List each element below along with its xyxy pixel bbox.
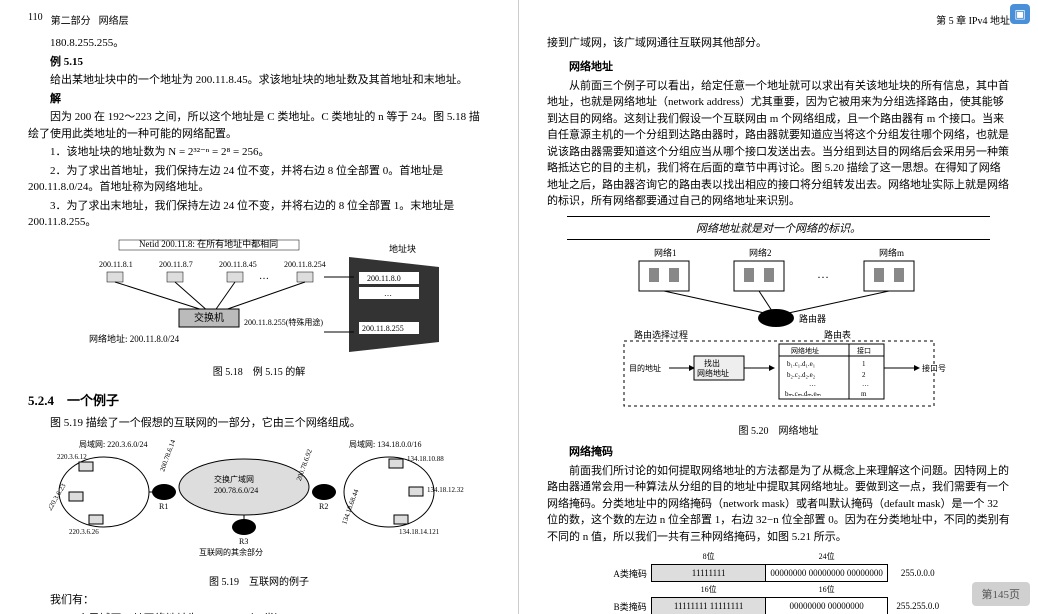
para: 2．为了求出首地址，我们保持左边 24 位不变，并将右边 8 位全部置 0。首地… xyxy=(28,163,490,196)
mask-b-label: B类掩码 xyxy=(609,598,651,614)
svg-text:bₘ.cₘ.dₘ.eₘ: bₘ.cₘ.dₘ.eₘ xyxy=(785,390,821,398)
svg-text:200.11.8.1: 200.11.8.1 xyxy=(99,260,133,269)
figure-519-caption: 图 5.19 互联网的例子 xyxy=(28,573,490,588)
svg-text:互联网的其余部分: 互联网的其余部分 xyxy=(199,547,263,557)
svg-text:接口号: 接口号 xyxy=(922,363,946,373)
left-page: 110 第二部分 网络层 180.8.255.255。 例 5.15 给出某地址… xyxy=(0,0,519,614)
figure-518: Netid 200.11.8: 在所有地址中都相同 200.11.8.1 200.… xyxy=(28,237,490,357)
figure-519: 局域网: 220.3.6.0/24 局域网: 134.18.0.0/16 220… xyxy=(28,437,490,567)
para: 图 5.19 描绘了一个假想的互联网的一部分，它由三个网络组成。 xyxy=(28,415,490,432)
svg-text:接口: 接口 xyxy=(857,346,871,355)
svg-text:b₂.c₂.d₂.e₂: b₂.c₂.d₂.e₂ xyxy=(787,371,816,379)
section-524: 5.2.4 一个例子 xyxy=(28,390,490,409)
chapter-label: 第 5 章 xyxy=(936,12,966,27)
svg-text:134.18.12.32: 134.18.12.32 xyxy=(427,486,464,494)
svg-text:200.11.8.255(特殊用途): 200.11.8.255(特殊用途) xyxy=(244,317,323,327)
svg-text:找出: 找出 xyxy=(704,358,720,368)
svg-text:目的地址: 目的地址 xyxy=(629,363,661,373)
svg-text:R2: R2 xyxy=(319,502,328,511)
text-line: 180.8.255.255。 xyxy=(50,35,490,52)
para: 1．该地址块的地址数为 N = 2³²⁻ⁿ = 2⁸ = 256。 xyxy=(28,144,490,161)
svg-text:…: … xyxy=(817,267,829,281)
part-title: 网络层 xyxy=(99,12,129,27)
svg-text:局域网: 134.18.0.0/16: 局域网: 134.18.0.0/16 xyxy=(349,439,421,449)
chapter-title: IPv4 地址 xyxy=(969,12,1010,27)
svg-text:200.11.8.0: 200.11.8.0 xyxy=(367,274,401,283)
svg-text:200.78.6.14: 200.78.6.14 xyxy=(158,438,177,472)
figure-518-caption: 图 5.18 例 5.15 的解 xyxy=(28,363,490,378)
svg-text:…: … xyxy=(862,380,869,388)
svg-text:R1: R1 xyxy=(159,502,168,511)
question-text: 给出某地址块中的一个地址为 200.11.8.45。求该地址块的地址数及其首地址… xyxy=(28,72,490,89)
svg-text:网络地址: 网络地址 xyxy=(791,346,819,355)
svg-text:1: 1 xyxy=(862,360,866,368)
mask-table: 8位24位 A类掩码1111111100000000 00000000 0000… xyxy=(609,549,947,614)
svg-text:2: 2 xyxy=(862,371,866,379)
para: 从前面三个例子可以看出，给定任意一个地址就可以求出有关该地址块的所有信息，其中首… xyxy=(547,78,1010,210)
netid-label: Netid 200.11.8: 在所有地址中都相同 xyxy=(139,238,278,249)
para: 我们有： xyxy=(28,592,490,609)
svg-text:路由选择过程: 路由选择过程 xyxy=(634,329,688,340)
highlight-box: 网络地址就是对一个网络的标识。 xyxy=(567,216,990,240)
svg-text:220.3.6.12: 220.3.6.12 xyxy=(57,453,87,461)
svg-text:220.3.6.26: 220.3.6.26 xyxy=(69,528,99,536)
svg-text:134.18.14.121: 134.18.14.121 xyxy=(399,528,440,536)
svg-text:地址块: 地址块 xyxy=(389,243,416,254)
page-number: 110 xyxy=(28,12,43,27)
svg-text:局域网: 220.3.6.0/24: 局域网: 220.3.6.0/24 xyxy=(79,439,147,449)
svg-text:…: … xyxy=(809,380,816,388)
para: 接到广域网，该广域网通往互联网其他部分。 xyxy=(547,35,1010,52)
svg-text:220.3.6.23: 220.3.6.23 xyxy=(49,482,68,512)
svg-text:R3: R3 xyxy=(239,537,248,546)
para: 1．一个局域网，其网络地址为 220.3.6.0（C 类）。 xyxy=(28,611,490,614)
figure-520: 网络1网络2网络m … 路由器 路由选择过程 目的地址 找出网络地址 xyxy=(547,246,1010,416)
svg-text:网络2: 网络2 xyxy=(749,247,772,258)
figure-520-svg: 网络1网络2网络m … 路由器 路由选择过程 目的地址 找出网络地址 xyxy=(579,246,979,416)
figure-520-caption: 图 5.20 网络地址 xyxy=(547,422,1010,437)
svg-text:b₁.c₁.d₁.e₁: b₁.c₁.d₁.e₁ xyxy=(787,360,815,368)
part-label: 第二部分 xyxy=(51,12,91,27)
svg-text:…: … xyxy=(384,289,392,298)
svg-text:…: … xyxy=(259,271,269,282)
para: 因为 200 在 192～223 之间，所以这个地址是 C 类地址。C 类地址的… xyxy=(28,109,490,142)
right-page: ▣ 第 5 章 IPv4 地址 接到广域网，该广域网通往互联网其他部分。 网络地… xyxy=(519,0,1038,614)
svg-text:200.11.8.254: 200.11.8.254 xyxy=(284,260,326,269)
mask-a-label: A类掩码 xyxy=(609,565,651,582)
svg-text:交换机: 交换机 xyxy=(194,311,224,324)
svg-text:网络地址: 200.11.8.0/24: 网络地址: 200.11.8.0/24 xyxy=(89,333,180,344)
para: 3．为了求出末地址，我们保持左边 24 位不变，并将右边的 8 位全部置 1。末… xyxy=(28,198,490,231)
figure-519-svg: 局域网: 220.3.6.0/24 局域网: 134.18.0.0/16 220… xyxy=(49,437,469,567)
svg-text:200.11.8.255: 200.11.8.255 xyxy=(362,324,404,333)
svg-text:交换广域网: 交换广域网 xyxy=(214,474,254,484)
subheading-netaddr: 网络地址 xyxy=(547,58,1010,74)
page-badge[interactable]: 第145页 xyxy=(972,582,1031,606)
figure-518-svg: Netid 200.11.8: 在所有地址中都相同 200.11.8.1 200.… xyxy=(59,237,459,357)
svg-text:200.11.8.45: 200.11.8.45 xyxy=(219,260,257,269)
subheading-netmask: 网络掩码 xyxy=(547,443,1010,459)
svg-text:m: m xyxy=(861,390,867,398)
svg-text:网络1: 网络1 xyxy=(654,247,677,258)
para: 前面我们所讨论的如何提取网络地址的方法都是为了从概念上来理解这个问题。因特网上的… xyxy=(547,463,1010,546)
viewer-icon[interactable]: ▣ xyxy=(1010,4,1030,24)
page-header-left: 110 第二部分 网络层 xyxy=(28,12,490,27)
answer-label: 解 xyxy=(50,91,490,108)
example-label: 例 5.15 xyxy=(50,54,490,71)
page-header-right: 第 5 章 IPv4 地址 xyxy=(547,12,1010,27)
svg-text:134.18.10.88: 134.18.10.88 xyxy=(407,455,444,463)
svg-text:网络m: 网络m xyxy=(879,247,904,258)
svg-text:路由表: 路由表 xyxy=(824,329,851,340)
svg-text:200.78.6.0/24: 200.78.6.0/24 xyxy=(214,486,258,495)
svg-text:134.18.68.44: 134.18.68.44 xyxy=(340,488,360,526)
svg-text:200.11.8.7: 200.11.8.7 xyxy=(159,260,193,269)
svg-text:路由器: 路由器 xyxy=(799,313,826,324)
svg-text:网络地址: 网络地址 xyxy=(697,368,729,378)
